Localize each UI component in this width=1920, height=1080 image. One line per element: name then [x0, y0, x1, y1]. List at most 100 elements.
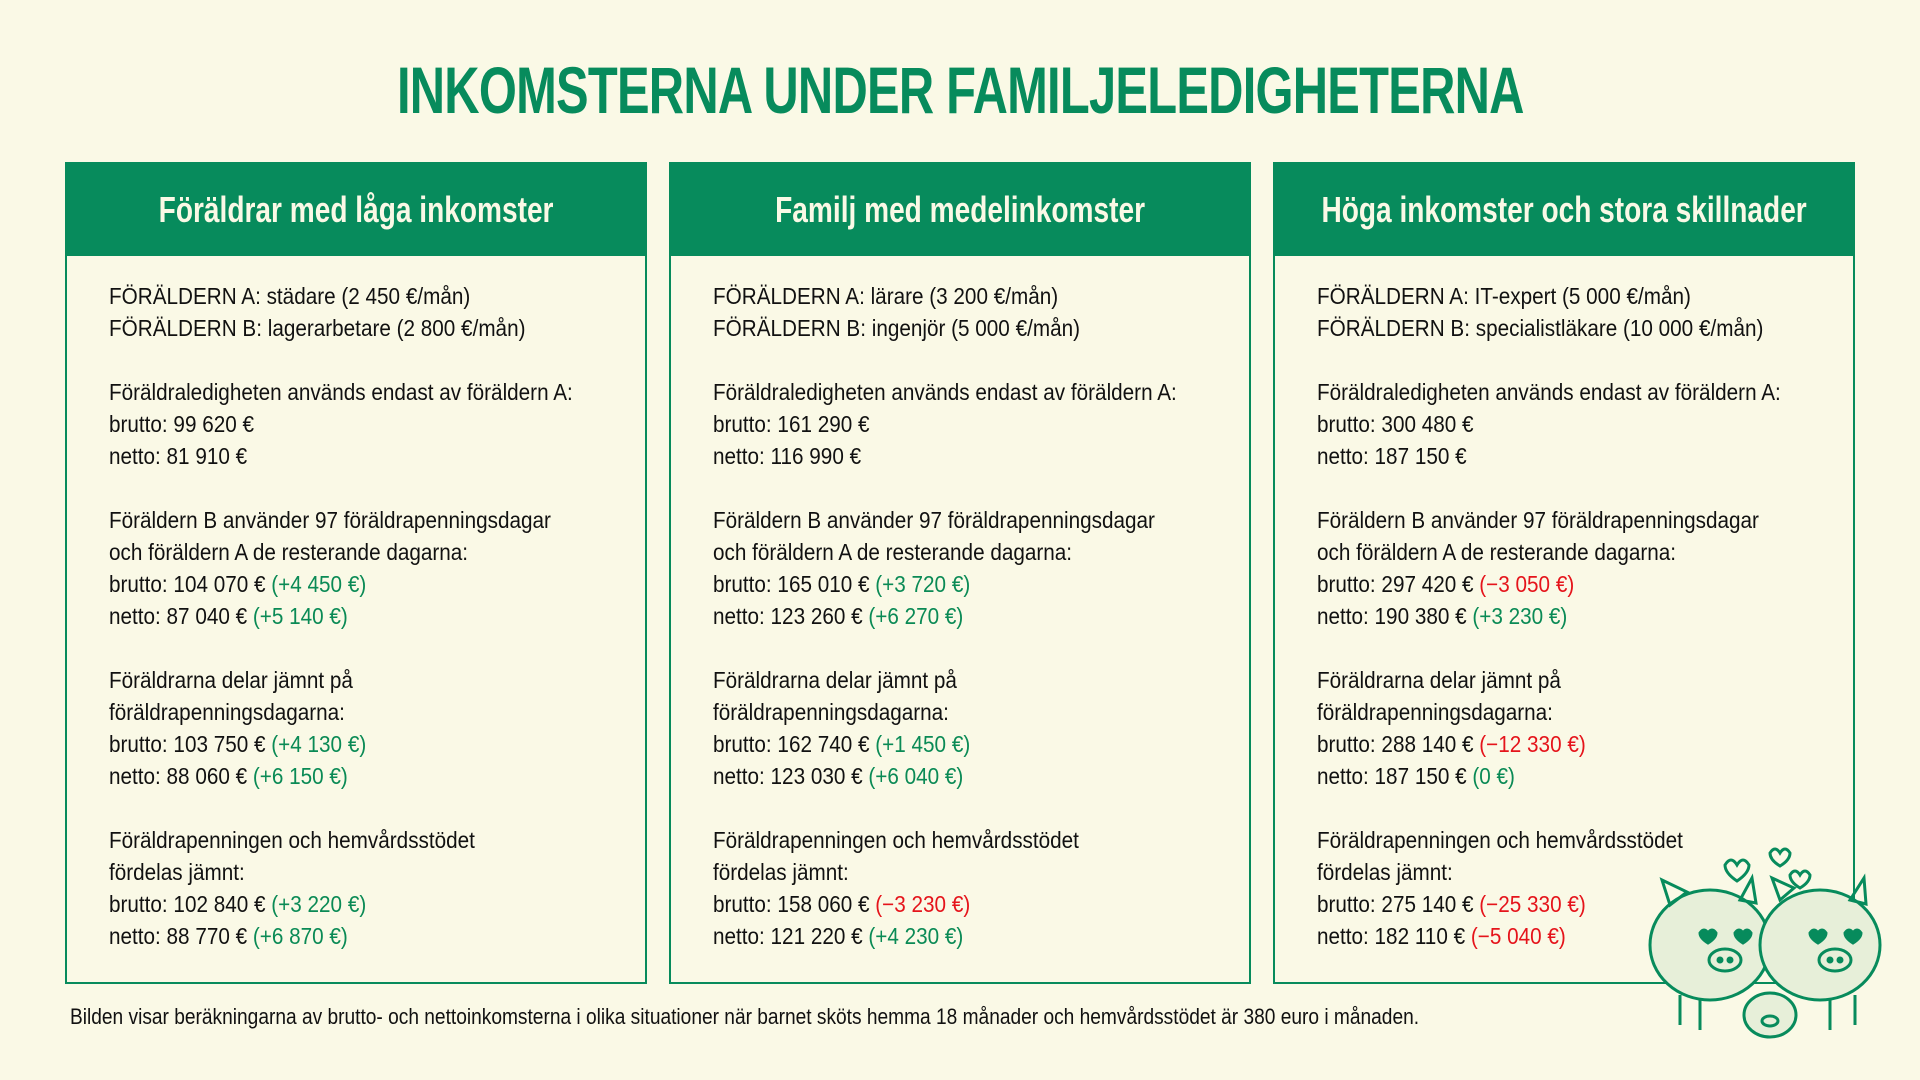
scenario: Föräldraledigheten används endast av för…: [1317, 376, 1781, 472]
brutto-line: brutto: 162 740 € (+1 450 €): [713, 728, 1177, 760]
brutto-difference: (+3 220 €): [271, 891, 367, 917]
brutto-line: brutto: 103 750 € (+4 130 €): [109, 728, 573, 760]
netto-line: netto: 187 150 €: [1317, 440, 1781, 472]
netto-value: netto: 187 150 €: [1317, 443, 1467, 469]
netto-value: netto: 81 910 €: [109, 443, 248, 469]
brutto-difference: (+1 450 €): [875, 731, 971, 757]
parent-b: FÖRÄLDERN B: lagerarbetare (2 800 €/mån): [109, 315, 526, 341]
brutto-difference: (−25 330 €): [1479, 891, 1586, 917]
netto-line: netto: 123 260 € (+6 270 €): [713, 600, 1177, 632]
brutto-line: brutto: 300 480 €: [1317, 408, 1781, 440]
income-panel: Föräldrar med låga inkomster FÖRÄLDERN A:…: [65, 162, 647, 984]
panel-body: FÖRÄLDERN A: städare (2 450 €/mån) FÖRÄLD…: [67, 256, 645, 984]
scenario: Föräldrapenningen och hemvårdsstödet förd…: [109, 824, 573, 952]
brutto-difference: (−3 230 €): [875, 891, 971, 917]
parent-a: FÖRÄLDERN A: lärare (3 200 €/mån): [713, 283, 1059, 309]
brutto-value: brutto: 161 290 €: [713, 411, 870, 437]
brutto-difference: (+3 720 €): [875, 571, 971, 597]
netto-value: netto: 190 380 €: [1317, 603, 1467, 629]
netto-difference: (+6 870 €): [252, 923, 348, 949]
netto-value: netto: 88 060 €: [109, 763, 248, 789]
scenario: Föräldern B använder 97 föräldrapennings…: [713, 504, 1177, 632]
scenario-heading: Föräldrapenningen och hemvårdsstödet: [713, 827, 1079, 853]
panel-header: Föräldrar med låga inkomster: [67, 164, 645, 256]
netto-difference: (+3 230 €): [1472, 603, 1568, 629]
brutto-value: brutto: 162 740 €: [713, 731, 870, 757]
brutto-value: brutto: 275 140 €: [1317, 891, 1474, 917]
parents-info: FÖRÄLDERN A: lärare (3 200 €/mån) FÖRÄLDE…: [713, 280, 1177, 344]
brutto-line: brutto: 275 140 € (−25 330 €): [1317, 888, 1781, 920]
netto-value: netto: 121 220 €: [713, 923, 863, 949]
netto-line: netto: 116 990 €: [713, 440, 1177, 472]
scenario: Föräldern B använder 97 föräldrapennings…: [1317, 504, 1781, 632]
netto-value: netto: 116 990 €: [713, 443, 862, 469]
brutto-value: brutto: 300 480 €: [1317, 411, 1474, 437]
netto-line: netto: 182 110 € (−5 040 €): [1317, 920, 1781, 952]
panel-content: FÖRÄLDERN A: lärare (3 200 €/mån) FÖRÄLDE…: [713, 280, 1177, 984]
netto-difference: (+6 040 €): [868, 763, 964, 789]
scenario-heading: Föräldrapenningen och hemvårdsstödet: [109, 827, 475, 853]
panel-body: FÖRÄLDERN A: lärare (3 200 €/mån) FÖRÄLDE…: [671, 256, 1249, 984]
scenario-heading: fördelas jämnt:: [713, 859, 849, 885]
brutto-difference: (−12 330 €): [1479, 731, 1586, 757]
scenario-heading: Föräldrarna delar jämnt på: [1317, 667, 1561, 693]
panel-header: Höga inkomster och stora skillnader: [1275, 164, 1853, 256]
page-title-text: INKOMSTERNA UNDER FAMILJELEDIGHETERNA: [396, 53, 1524, 127]
netto-value: netto: 88 770 €: [109, 923, 248, 949]
scenario-heading: Föräldraledigheten används endast av för…: [713, 379, 1177, 405]
netto-value: netto: 182 110 €: [1317, 923, 1466, 949]
netto-line: netto: 121 220 € (+4 230 €): [713, 920, 1177, 952]
netto-line: netto: 81 910 €: [109, 440, 573, 472]
brutto-difference: (+4 450 €): [271, 571, 367, 597]
netto-line: netto: 123 030 € (+6 040 €): [713, 760, 1177, 792]
brutto-value: brutto: 158 060 €: [713, 891, 870, 917]
netto-line: netto: 187 150 € (0 €): [1317, 760, 1781, 792]
netto-difference: (+6 150 €): [252, 763, 348, 789]
scenario-heading: och föräldern A de resterande dagarna:: [1317, 539, 1677, 565]
scenario: Föräldraledigheten används endast av för…: [713, 376, 1177, 472]
netto-difference: (+6 270 €): [868, 603, 964, 629]
brutto-line: brutto: 102 840 € (+3 220 €): [109, 888, 573, 920]
brutto-value: brutto: 165 010 €: [713, 571, 870, 597]
parent-b: FÖRÄLDERN B: specialistläkare (10 000 €/…: [1317, 315, 1764, 341]
scenario: Föräldrarna delar jämnt på föräldrapennin…: [109, 664, 573, 792]
brutto-difference: (−3 050 €): [1479, 571, 1575, 597]
netto-line: netto: 190 380 € (+3 230 €): [1317, 600, 1781, 632]
income-panel: Höga inkomster och stora skillnader FÖRÄL…: [1273, 162, 1855, 984]
parent-a: FÖRÄLDERN A: IT-expert (5 000 €/mån): [1317, 283, 1691, 309]
scenario: Föräldrapenningen och hemvårdsstödet förd…: [713, 824, 1177, 952]
scenario-heading: Föräldrapenningen och hemvårdsstödet: [1317, 827, 1683, 853]
brutto-line: brutto: 104 070 € (+4 450 €): [109, 568, 573, 600]
footnote: Bilden visar beräkningarna av brutto- oc…: [70, 1004, 1420, 1029]
scenario: Föräldraledigheten används endast av för…: [109, 376, 573, 472]
page-title: INKOMSTERNA UNDER FAMILJELEDIGHETERNA: [0, 52, 1920, 128]
scenario-heading: Föräldrarna delar jämnt på: [713, 667, 957, 693]
panel-header: Familj med medelinkomster: [671, 164, 1249, 256]
brutto-value: brutto: 104 070 €: [109, 571, 266, 597]
scenario-heading: Föräldern B använder 97 föräldrapennings…: [1317, 507, 1759, 533]
parents-info: FÖRÄLDERN A: IT-expert (5 000 €/mån) FÖRÄ…: [1317, 280, 1781, 344]
scenario-heading: föräldrapenningsdagarna:: [109, 699, 345, 725]
brutto-line: brutto: 158 060 € (−3 230 €): [713, 888, 1177, 920]
brutto-line: brutto: 161 290 €: [713, 408, 1177, 440]
panel-title: Familj med medelinkomster: [775, 189, 1145, 230]
parent-b: FÖRÄLDERN B: ingenjör (5 000 €/mån): [713, 315, 1081, 341]
brutto-value: brutto: 297 420 €: [1317, 571, 1474, 597]
scenario: Föräldrarna delar jämnt på föräldrapennin…: [1317, 664, 1781, 792]
panel-body: FÖRÄLDERN A: IT-expert (5 000 €/mån) FÖRÄ…: [1275, 256, 1853, 984]
netto-value: netto: 123 030 €: [713, 763, 863, 789]
netto-line: netto: 88 770 € (+6 870 €): [109, 920, 573, 952]
parent-a: FÖRÄLDERN A: städare (2 450 €/mån): [109, 283, 471, 309]
scenario-heading: och föräldern A de resterande dagarna:: [713, 539, 1073, 565]
scenario-heading: Föräldraledigheten används endast av för…: [109, 379, 573, 405]
brutto-line: brutto: 165 010 € (+3 720 €): [713, 568, 1177, 600]
panel-title: Höga inkomster och stora skillnader: [1321, 189, 1807, 230]
netto-difference: (−5 040 €): [1470, 923, 1566, 949]
scenario: Föräldrarna delar jämnt på föräldrapennin…: [713, 664, 1177, 792]
netto-difference: (0 €): [1472, 763, 1515, 789]
brutto-value: brutto: 102 840 €: [109, 891, 266, 917]
scenario-heading: fördelas jämnt:: [109, 859, 245, 885]
brutto-value: brutto: 103 750 €: [109, 731, 266, 757]
brutto-value: brutto: 288 140 €: [1317, 731, 1474, 757]
income-panel: Familj med medelinkomster FÖRÄLDERN A: lä…: [669, 162, 1251, 984]
